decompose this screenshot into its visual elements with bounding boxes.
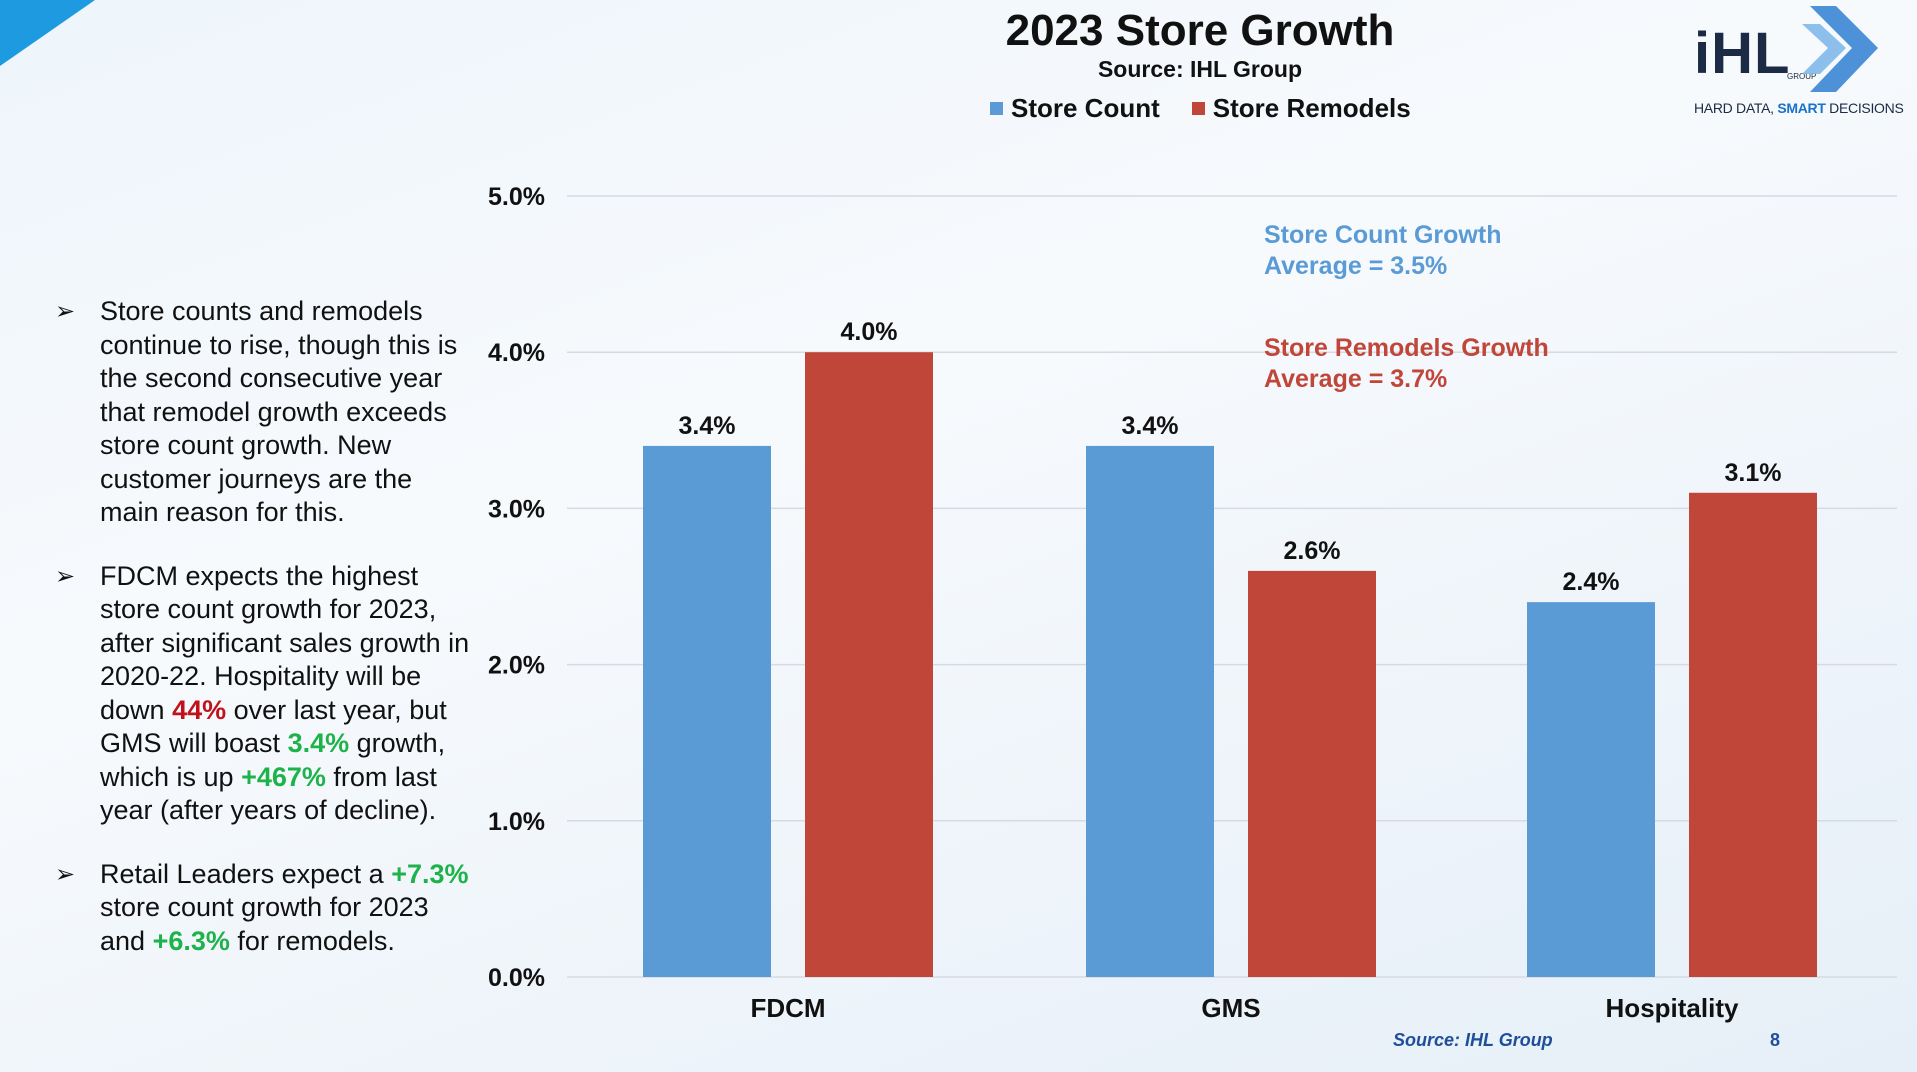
bullet-item: ➢ FDCM expects the highest store count g…	[55, 560, 470, 826]
y-tick-label: 1.0%	[488, 808, 545, 836]
y-tick-label: 5.0%	[488, 183, 545, 211]
data-label: 2.6%	[1284, 537, 1341, 565]
annotation-store-count-average: Store Count Growth Average = 3.5%	[1264, 221, 1502, 280]
annotation-store-remodels-average: Store Remodels Growth Average = 3.7%	[1264, 334, 1549, 393]
chart-subtitle: Source: IHL Group	[1097, 56, 1303, 82]
arrow-bullet-icon: ➢	[55, 860, 76, 888]
chart-legend: Store Count Store Remodels	[990, 93, 1411, 124]
logo-tagline: HARD DATA, SMART DECISIONS	[1694, 100, 1904, 116]
data-label: 4.0%	[841, 318, 898, 346]
highlight-value: 44%	[172, 694, 227, 725]
legend-label-store-remodels: Store Remodels	[1212, 93, 1411, 123]
logo-group-text: GROUP	[1787, 72, 1817, 81]
bar-store-remodels	[1248, 570, 1376, 977]
x-tick-label: Hospitality	[1606, 993, 1739, 1023]
bar-store-remodels	[805, 352, 933, 977]
legend-swatch-store-count	[990, 102, 1003, 115]
bar-store-remodels	[1689, 492, 1817, 977]
bar-store-count	[643, 445, 771, 977]
legend-item-store-remodels: Store Remodels	[1191, 93, 1411, 124]
legend-label-store-count: Store Count	[1011, 93, 1160, 123]
legend-swatch-store-remodels	[1191, 102, 1205, 115]
highlight-value: +7.3%	[391, 858, 469, 889]
bullet-item: ➢ Retail Leaders expect a +7.3% store co…	[55, 858, 469, 956]
data-label: 3.1%	[1725, 459, 1782, 487]
logo-wordmark: iHL	[1694, 21, 1791, 86]
arrow-bullet-icon: ➢	[55, 562, 76, 590]
logo-chevron-icon	[1802, 6, 1878, 92]
x-tick-label: GMS	[1201, 993, 1260, 1023]
y-tick-label: 2.0%	[488, 652, 545, 680]
data-label: 2.4%	[1563, 568, 1620, 596]
bar-store-count	[1527, 602, 1655, 977]
legend-item-store-count: Store Count	[990, 93, 1160, 124]
highlight-value: +6.3%	[152, 925, 230, 956]
bar-chart: 0.0% 1.0% 2.0% 3.0% 4.0% 5.0% 3.4% 4.0% FDCM 3.4%…	[488, 183, 1897, 1023]
data-label: 3.4%	[679, 412, 736, 440]
highlight-value: +467%	[241, 761, 326, 792]
ihl-logo: iHL GROUP HARD DATA, SMART DECISIONS	[1692, 6, 1912, 118]
bullet-list: ➢ Store counts and remodels continue to …	[55, 295, 475, 988]
corner-accent	[0, 0, 95, 66]
footer-source: Source: IHL Group	[1393, 1030, 1553, 1050]
page-number: 8	[1770, 1030, 1781, 1050]
y-tick-label: 4.0%	[488, 339, 545, 367]
arrow-bullet-icon: ➢	[55, 298, 76, 325]
y-tick-label: 3.0%	[488, 495, 545, 523]
y-tick-label: 0.0%	[488, 964, 545, 992]
x-tick-label: FDCM	[750, 993, 825, 1023]
data-label: 3.4%	[1122, 412, 1179, 440]
highlight-value: 3.4%	[287, 728, 350, 758]
chart-title: 2023 Store Growth	[1005, 6, 1395, 55]
bar-store-count	[1086, 445, 1214, 977]
bullet-item: ➢ Store counts and remodels continue to …	[55, 296, 458, 527]
